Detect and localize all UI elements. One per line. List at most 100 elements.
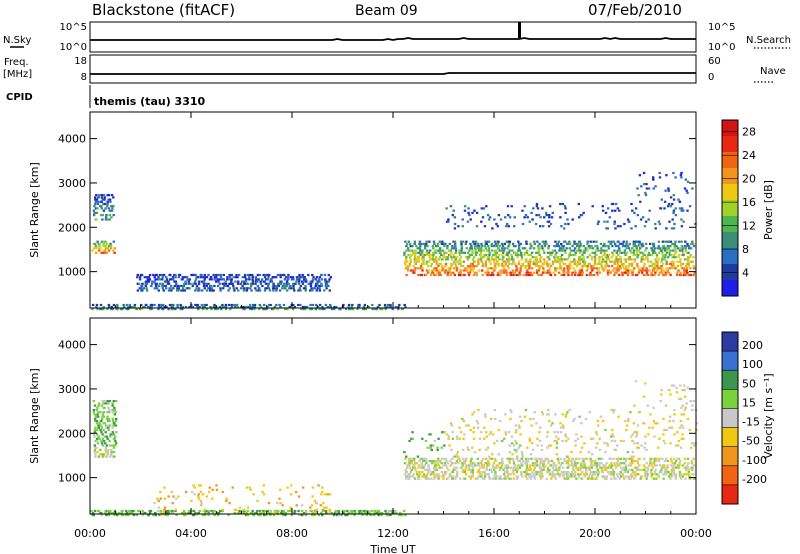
range-cell bbox=[442, 477, 445, 480]
range-cell bbox=[581, 457, 584, 460]
range-cell bbox=[422, 262, 425, 265]
range-cell bbox=[389, 305, 392, 309]
range-cell bbox=[95, 211, 98, 214]
range-cell bbox=[309, 282, 313, 285]
range-cell bbox=[289, 284, 292, 288]
range-cell bbox=[177, 495, 180, 498]
range-cell bbox=[499, 475, 502, 478]
range-cell bbox=[517, 446, 521, 449]
range-cell bbox=[96, 442, 100, 445]
range-cell bbox=[113, 413, 117, 416]
range-cell bbox=[100, 511, 103, 515]
range-cell bbox=[675, 386, 678, 389]
range-cell bbox=[615, 269, 618, 272]
range-cell bbox=[569, 262, 572, 265]
range-cell bbox=[98, 411, 102, 414]
range-cell bbox=[242, 511, 245, 515]
range-cell bbox=[629, 477, 632, 480]
nsky-tick-low: 10^0 bbox=[60, 42, 87, 53]
range-cell bbox=[430, 271, 434, 274]
range-cell bbox=[102, 415, 106, 418]
range-cell bbox=[507, 431, 511, 434]
range-cell bbox=[640, 267, 643, 270]
range-cell bbox=[171, 308, 175, 311]
range-cell bbox=[458, 249, 461, 252]
range-cell bbox=[291, 308, 295, 311]
range-cell bbox=[487, 271, 490, 274]
range-cell bbox=[623, 477, 626, 480]
range-cell bbox=[614, 477, 617, 480]
range-cell bbox=[486, 269, 489, 272]
range-cell bbox=[597, 473, 600, 476]
range-cell bbox=[623, 258, 626, 261]
range-cell bbox=[639, 218, 643, 221]
range-cell bbox=[652, 251, 655, 254]
range-cell bbox=[459, 260, 462, 263]
range-cell bbox=[611, 428, 614, 432]
range-cell bbox=[537, 249, 541, 252]
range-cell bbox=[446, 466, 449, 469]
range-cell bbox=[664, 404, 668, 407]
range-cell bbox=[671, 202, 674, 206]
range-cell bbox=[553, 431, 556, 434]
range-cell bbox=[580, 462, 583, 465]
range-cell bbox=[555, 468, 558, 471]
range-cell bbox=[439, 262, 442, 265]
range-cell bbox=[300, 509, 304, 513]
range-cell bbox=[550, 265, 553, 268]
range-cell bbox=[469, 462, 472, 465]
range-cell bbox=[586, 242, 589, 245]
range-cell bbox=[131, 305, 134, 309]
range-cell bbox=[657, 475, 660, 478]
range-cell bbox=[105, 435, 108, 438]
range-cell bbox=[458, 457, 461, 460]
range-cell bbox=[450, 256, 453, 259]
range-cell bbox=[329, 303, 332, 307]
range-cell bbox=[289, 509, 292, 513]
range-cell bbox=[453, 466, 456, 469]
range-cell bbox=[175, 497, 178, 500]
range-cell bbox=[652, 267, 655, 270]
range-cell bbox=[545, 477, 548, 480]
range-cell bbox=[470, 245, 473, 248]
range-cell bbox=[601, 267, 604, 270]
range-cell bbox=[478, 471, 481, 474]
range-cell bbox=[297, 509, 300, 513]
range-cell bbox=[495, 256, 498, 259]
range-cell bbox=[563, 269, 566, 272]
range-cell bbox=[499, 218, 503, 221]
range-cell bbox=[663, 471, 667, 474]
range-cell bbox=[497, 271, 500, 274]
range-cell bbox=[305, 280, 308, 283]
range-cell bbox=[641, 216, 645, 219]
range-cell bbox=[488, 216, 492, 219]
range-cell bbox=[190, 490, 194, 494]
range-cell bbox=[278, 303, 281, 307]
range-cell bbox=[433, 260, 436, 263]
range-cell bbox=[563, 227, 566, 230]
range-cell bbox=[222, 273, 225, 277]
range-cell bbox=[615, 256, 618, 259]
range-cell bbox=[273, 287, 276, 290]
range-cell bbox=[670, 227, 674, 230]
range-cell bbox=[655, 457, 658, 460]
range-cell bbox=[92, 400, 95, 403]
colorbar-segment bbox=[722, 465, 738, 486]
range-cell bbox=[470, 262, 473, 265]
range-cell bbox=[106, 417, 109, 420]
range-cell bbox=[446, 245, 449, 248]
range-cell bbox=[450, 262, 453, 265]
range-cell bbox=[279, 305, 282, 309]
range-cell bbox=[516, 455, 519, 458]
range-cell bbox=[443, 444, 446, 447]
range-cell bbox=[681, 464, 685, 467]
range-cell bbox=[617, 267, 621, 270]
range-cell bbox=[536, 240, 539, 243]
range-cell bbox=[305, 510, 308, 514]
range-cell bbox=[96, 439, 99, 443]
range-cell bbox=[490, 245, 493, 248]
range-cell bbox=[420, 265, 423, 268]
range-cell bbox=[685, 473, 688, 476]
range-cell bbox=[266, 305, 269, 309]
range-cell bbox=[474, 251, 477, 254]
